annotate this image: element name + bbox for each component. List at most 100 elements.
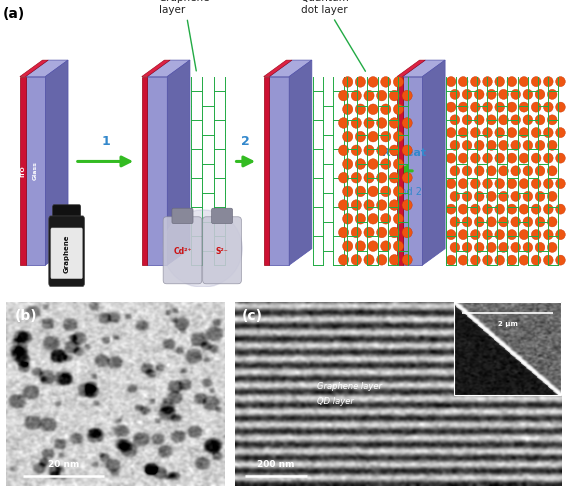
Text: 1 and 2: 1 and 2 xyxy=(385,188,422,197)
Circle shape xyxy=(507,255,517,265)
Circle shape xyxy=(531,230,541,240)
Polygon shape xyxy=(26,60,68,77)
Circle shape xyxy=(471,153,480,163)
Circle shape xyxy=(458,179,468,189)
Circle shape xyxy=(390,254,400,265)
Circle shape xyxy=(486,191,496,201)
Circle shape xyxy=(380,104,391,114)
Circle shape xyxy=(368,104,378,114)
Circle shape xyxy=(544,179,553,189)
Circle shape xyxy=(544,77,553,86)
Circle shape xyxy=(483,128,492,137)
Circle shape xyxy=(338,90,349,101)
Circle shape xyxy=(519,230,529,240)
Polygon shape xyxy=(167,60,190,265)
Polygon shape xyxy=(289,60,312,265)
Polygon shape xyxy=(397,77,403,265)
Text: 2 μm: 2 μm xyxy=(497,321,518,327)
Circle shape xyxy=(535,115,545,125)
Circle shape xyxy=(483,77,492,86)
Circle shape xyxy=(364,254,374,265)
Text: 2: 2 xyxy=(242,136,250,148)
Circle shape xyxy=(547,115,557,125)
Circle shape xyxy=(531,204,541,214)
Circle shape xyxy=(507,230,517,240)
Circle shape xyxy=(342,241,353,251)
Text: Cd²⁺: Cd²⁺ xyxy=(174,246,192,256)
Circle shape xyxy=(446,128,456,137)
Circle shape xyxy=(507,153,517,163)
Circle shape xyxy=(556,77,565,86)
Circle shape xyxy=(486,140,496,150)
Circle shape xyxy=(486,243,496,252)
Circle shape xyxy=(511,217,521,227)
Circle shape xyxy=(446,77,456,86)
Circle shape xyxy=(446,230,456,240)
Circle shape xyxy=(547,243,557,252)
Circle shape xyxy=(342,104,353,114)
Circle shape xyxy=(471,77,480,86)
Circle shape xyxy=(544,230,553,240)
Circle shape xyxy=(351,254,361,265)
Circle shape xyxy=(475,243,484,252)
Text: Repeat: Repeat xyxy=(382,148,426,158)
Text: Graphene: Graphene xyxy=(64,234,70,273)
Text: Quantum
dot layer: Quantum dot layer xyxy=(301,0,365,71)
Circle shape xyxy=(351,145,361,156)
Text: (c): (c) xyxy=(242,309,263,324)
Text: 1: 1 xyxy=(101,136,110,148)
Circle shape xyxy=(495,102,505,112)
Circle shape xyxy=(523,191,532,201)
Circle shape xyxy=(338,254,349,265)
Circle shape xyxy=(380,77,391,87)
Circle shape xyxy=(380,132,391,142)
Circle shape xyxy=(364,90,374,101)
Circle shape xyxy=(531,179,541,189)
Circle shape xyxy=(342,77,353,87)
Circle shape xyxy=(380,241,391,251)
Circle shape xyxy=(376,200,387,210)
Circle shape xyxy=(450,89,460,99)
Polygon shape xyxy=(403,77,422,265)
Circle shape xyxy=(499,191,509,201)
Circle shape xyxy=(511,89,521,99)
Circle shape xyxy=(519,102,529,112)
Circle shape xyxy=(376,227,387,238)
Circle shape xyxy=(450,166,460,176)
Circle shape xyxy=(486,89,496,99)
Circle shape xyxy=(511,191,521,201)
Polygon shape xyxy=(147,77,167,265)
Circle shape xyxy=(376,172,387,183)
Circle shape xyxy=(556,179,565,189)
Circle shape xyxy=(495,204,505,214)
Circle shape xyxy=(342,132,353,142)
Circle shape xyxy=(535,243,545,252)
Circle shape xyxy=(499,89,509,99)
Circle shape xyxy=(544,128,553,137)
Circle shape xyxy=(511,115,521,125)
Circle shape xyxy=(351,200,361,210)
Circle shape xyxy=(483,179,492,189)
Circle shape xyxy=(393,104,404,114)
Circle shape xyxy=(380,159,391,169)
Circle shape xyxy=(376,90,387,101)
Circle shape xyxy=(368,214,378,224)
Circle shape xyxy=(446,153,456,163)
Circle shape xyxy=(402,254,412,265)
Circle shape xyxy=(351,90,361,101)
Circle shape xyxy=(471,230,480,240)
Circle shape xyxy=(356,77,366,87)
Circle shape xyxy=(523,140,532,150)
Circle shape xyxy=(368,186,378,197)
Text: Graphene
layer: Graphene layer xyxy=(159,0,210,71)
Circle shape xyxy=(376,118,387,128)
Circle shape xyxy=(376,254,387,265)
Circle shape xyxy=(535,89,545,99)
Circle shape xyxy=(458,204,468,214)
Circle shape xyxy=(402,90,412,101)
Circle shape xyxy=(486,217,496,227)
Circle shape xyxy=(523,115,532,125)
FancyBboxPatch shape xyxy=(172,208,193,224)
Circle shape xyxy=(483,102,492,112)
Circle shape xyxy=(393,214,404,224)
